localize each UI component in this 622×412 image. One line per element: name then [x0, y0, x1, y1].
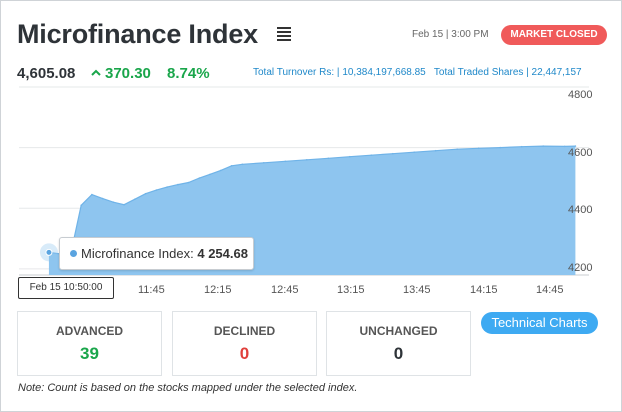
advanced-box: ADVANCED 39 — [17, 311, 162, 376]
unchanged-value: 0 — [393, 344, 404, 363]
data-point — [101, 197, 104, 200]
data-point — [177, 183, 179, 186]
data-point — [263, 162, 265, 164]
traded-shares-label: Total Traded Shares | — [433, 67, 529, 78]
data-point — [241, 163, 244, 166]
hover-point — [45, 248, 53, 256]
data-point — [220, 169, 222, 172]
data-point — [230, 165, 233, 167]
data-point — [80, 204, 82, 207]
data-point — [456, 148, 459, 150]
caret-up-icon — [91, 69, 101, 76]
data-point — [349, 155, 351, 158]
market-status-badge: MARKET CLOSED — [501, 25, 607, 45]
advanced-value: 39 — [80, 344, 99, 363]
y-tick-label: 4600 — [568, 147, 593, 159]
data-point — [413, 151, 416, 153]
index-price: 4,605.08 — [17, 65, 76, 82]
crosshair-time-label: Feb 15 10:50:00 — [18, 277, 114, 299]
y-tick-label: 4400 — [568, 204, 593, 216]
x-tick-label: 13:15 — [337, 284, 365, 296]
data-point — [499, 146, 502, 149]
y-tick-label: 4200 — [568, 262, 593, 274]
data-point — [520, 145, 523, 148]
x-tick-label: 14:15 — [470, 284, 498, 296]
chart-tooltip: Microfinance Index: 4 254.68 — [59, 237, 254, 270]
index-change-percent: 8.74% — [167, 65, 210, 82]
unchanged-box: UNCHANGED 0 — [326, 311, 471, 376]
turnover-label: Total Turnover Rs: | — [253, 67, 340, 78]
x-tick-label: 12:15 — [204, 284, 232, 296]
tooltip-value: 4 254.68 — [197, 246, 248, 261]
data-point — [134, 198, 136, 200]
data-point — [112, 201, 115, 203]
advanced-label: ADVANCED — [55, 324, 124, 338]
page-title: Microfinance Index — [17, 19, 258, 49]
turnover-value: 10,384,197,668.85 — [342, 67, 426, 78]
traded-shares-value: 22,447,157 — [531, 67, 582, 78]
data-point — [166, 186, 168, 188]
data-point — [144, 192, 147, 195]
series-line — [48, 145, 576, 256]
footnote: Note: Count is based on the stocks mappe… — [18, 382, 358, 394]
unchanged-label: UNCHANGED — [359, 324, 438, 338]
x-tick-label: 14:45 — [536, 284, 564, 296]
data-point — [209, 173, 211, 176]
technical-charts-button[interactable]: Technical Charts — [481, 312, 598, 334]
data-point — [284, 160, 287, 163]
data-point — [434, 149, 437, 152]
data-point — [123, 203, 125, 206]
declined-value: 0 — [239, 344, 250, 363]
data-point — [392, 152, 394, 155]
market-datetime: Feb 15 | 3:00 PM — [412, 29, 489, 40]
declined-box: DECLINED 0 — [172, 311, 317, 376]
x-tick-label: 12:45 — [271, 284, 299, 296]
declined-label: DECLINED — [213, 324, 276, 338]
tooltip-label: Microfinance Index: — [81, 246, 194, 261]
data-point — [563, 145, 566, 148]
hamburger-menu-icon[interactable] — [277, 27, 291, 41]
x-tick-label: 11:45 — [138, 284, 165, 296]
data-point — [198, 177, 201, 179]
data-point — [91, 193, 93, 196]
y-tick-label: 4800 — [568, 89, 593, 101]
x-tick-label: 13:45 — [403, 284, 431, 296]
data-point — [477, 147, 480, 150]
data-point — [187, 181, 190, 184]
index-change: 370.30 — [105, 65, 151, 82]
data-point — [542, 145, 544, 147]
data-point — [574, 145, 577, 147]
data-point — [327, 157, 330, 160]
data-point — [155, 189, 158, 191]
turnover-summary: Total Turnover Rs: | 10,384,197,668.85 T… — [253, 67, 582, 78]
data-point — [306, 159, 308, 161]
series-dot-icon — [70, 250, 77, 257]
data-point — [370, 154, 373, 156]
